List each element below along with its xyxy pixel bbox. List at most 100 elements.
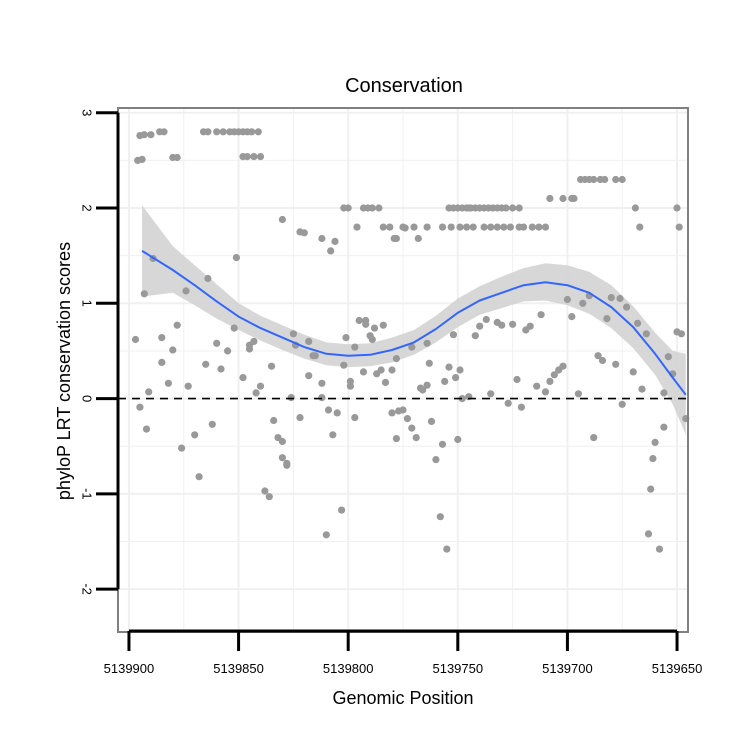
data-point	[528, 223, 536, 231]
data-point	[447, 223, 455, 231]
data-point	[618, 400, 626, 408]
data-point	[355, 316, 363, 325]
data-point	[533, 382, 541, 390]
data-point	[392, 355, 400, 363]
y-tick-label: 2	[80, 204, 95, 211]
y-tick-label: -2	[80, 583, 95, 595]
data-point	[642, 330, 650, 338]
data-point	[456, 366, 464, 374]
data-point	[655, 545, 664, 553]
data-point	[158, 334, 166, 342]
x-axis-label: Genomic Position	[332, 688, 473, 708]
data-point	[436, 513, 444, 521]
y-axis: -2 -1 0 1 2 3	[80, 109, 120, 595]
data-point	[616, 294, 624, 303]
data-point	[340, 361, 348, 369]
data-point	[623, 303, 631, 311]
data-point	[515, 204, 523, 212]
data-point	[136, 403, 144, 411]
data-point	[318, 379, 326, 387]
data-point	[283, 461, 291, 469]
data-point	[649, 455, 657, 463]
data-point	[342, 334, 350, 342]
data-point	[675, 223, 683, 231]
data-point	[230, 324, 238, 332]
data-point	[140, 290, 148, 298]
data-point	[660, 389, 668, 397]
data-point	[224, 347, 232, 355]
data-point	[651, 438, 659, 446]
data-point	[631, 204, 640, 212]
y-tick-label: 3	[80, 109, 95, 116]
chart-title: Conservation	[345, 75, 463, 97]
data-point	[381, 378, 390, 386]
data-point	[419, 386, 427, 394]
data-point	[590, 434, 598, 442]
data-point	[463, 223, 471, 231]
data-point	[296, 414, 304, 422]
data-point	[647, 485, 655, 493]
data-point	[392, 234, 400, 243]
data-point	[338, 506, 346, 514]
data-point	[465, 204, 473, 212]
data-point	[526, 322, 534, 330]
data-point	[204, 128, 212, 136]
data-point	[410, 223, 418, 231]
x-tick-label: 5139900	[104, 661, 155, 676]
data-point	[160, 128, 168, 136]
data-point	[252, 389, 260, 397]
x-axis: 5139900 5139850 5139800 5139750 5139700 51396…	[104, 629, 703, 676]
data-point	[423, 223, 431, 231]
data-point	[423, 381, 431, 389]
data-point	[362, 316, 370, 325]
data-point	[546, 377, 554, 385]
data-point	[267, 362, 276, 370]
data-point	[403, 415, 411, 423]
data-point	[322, 531, 330, 539]
data-point	[574, 390, 583, 398]
data-point	[366, 332, 374, 340]
data-point	[327, 247, 335, 255]
data-point	[506, 223, 514, 231]
data-point	[248, 128, 256, 136]
data-point	[482, 315, 490, 324]
data-point	[454, 435, 462, 444]
data-point	[612, 360, 620, 368]
data-point	[541, 388, 550, 396]
x-tick-label: 5139800	[323, 661, 374, 676]
data-point	[500, 223, 508, 231]
data-point	[379, 321, 387, 329]
data-point	[559, 362, 567, 370]
data-point	[664, 353, 672, 361]
data-point	[131, 335, 140, 344]
data-point	[537, 311, 545, 319]
data-point	[278, 215, 286, 224]
data-point	[232, 254, 240, 262]
data-point	[408, 343, 416, 351]
data-point	[184, 382, 192, 390]
data-point	[487, 390, 495, 398]
data-point	[618, 175, 626, 184]
data-point	[458, 395, 466, 403]
data-point	[305, 372, 313, 380]
x-tick-label: 5139650	[652, 661, 703, 676]
data-point	[638, 385, 646, 393]
data-point	[147, 131, 155, 139]
data-point	[590, 175, 598, 184]
data-point	[612, 175, 620, 184]
data-point	[386, 223, 394, 231]
data-point	[208, 420, 216, 428]
y-axis-label: phyloP LRT conservation scores	[54, 242, 74, 500]
data-point	[432, 456, 440, 464]
data-point	[427, 417, 436, 425]
x-tick-label: 5139700	[542, 661, 593, 676]
data-point	[441, 377, 449, 385]
data-point	[359, 368, 368, 376]
data-point	[559, 194, 567, 203]
data-point	[300, 229, 308, 237]
data-point	[399, 223, 407, 231]
data-point	[278, 454, 286, 462]
data-point	[563, 295, 572, 304]
data-point	[636, 223, 644, 231]
